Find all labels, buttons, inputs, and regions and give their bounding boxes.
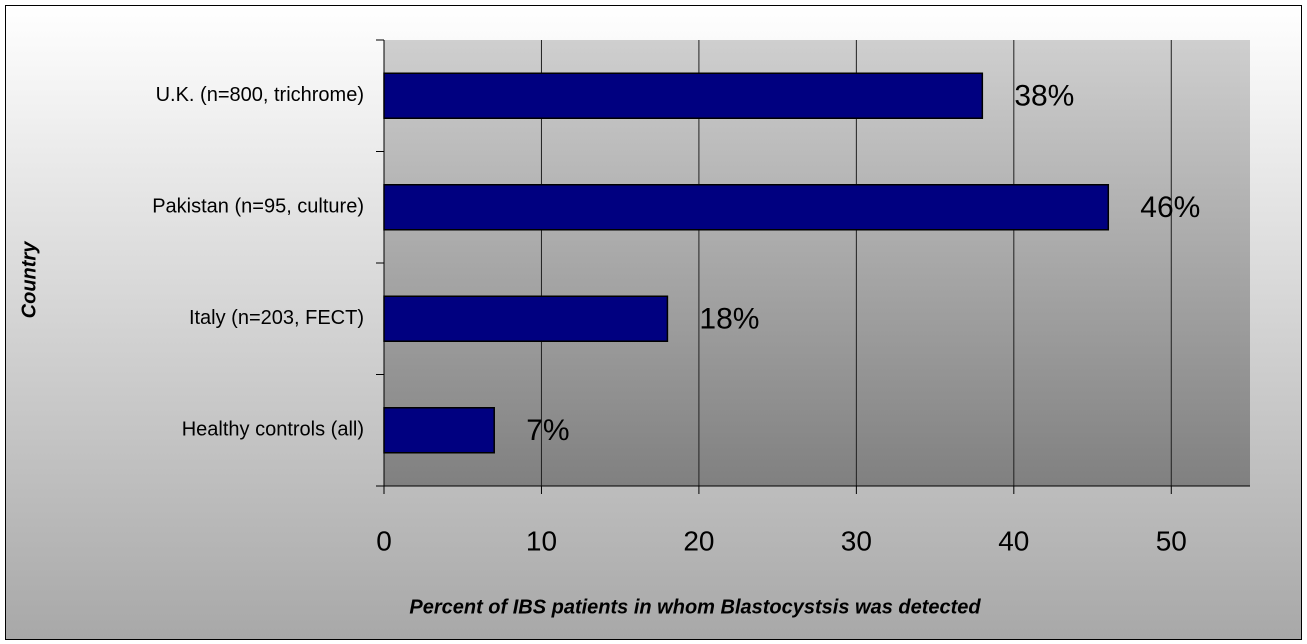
value-label: 38% [1014, 80, 1074, 113]
bar [383, 407, 495, 454]
x-tick-label: 20 [683, 525, 714, 556]
value-label: 18% [699, 303, 759, 336]
bar [383, 184, 1110, 231]
x-tick-label: 0 [376, 525, 392, 556]
x-tick-label: 30 [841, 525, 872, 556]
y-tick-label: Pakistan (n=95, culture) [152, 196, 364, 218]
value-label: 46% [1140, 191, 1200, 224]
y-axis-title: Country [18, 241, 40, 319]
bar [383, 295, 669, 342]
x-axis-title: Percent of IBS patients in whom Blastocy… [409, 596, 981, 618]
x-tick-label: 50 [1156, 525, 1187, 556]
y-tick-label: Italy (n=203, FECT) [189, 307, 364, 329]
bar [383, 72, 984, 119]
value-label: 7% [526, 414, 569, 447]
marks: U.K. (n=800, trichrome) 38% Pakistan (n=95… [152, 72, 1200, 454]
y-tick-label: U.K. (n=800, trichrome) [156, 84, 364, 106]
x-tick-label: 10 [526, 525, 557, 556]
y-tick-label: Healthy controls (all) [182, 419, 364, 441]
x-tick-label: 40 [998, 525, 1029, 556]
